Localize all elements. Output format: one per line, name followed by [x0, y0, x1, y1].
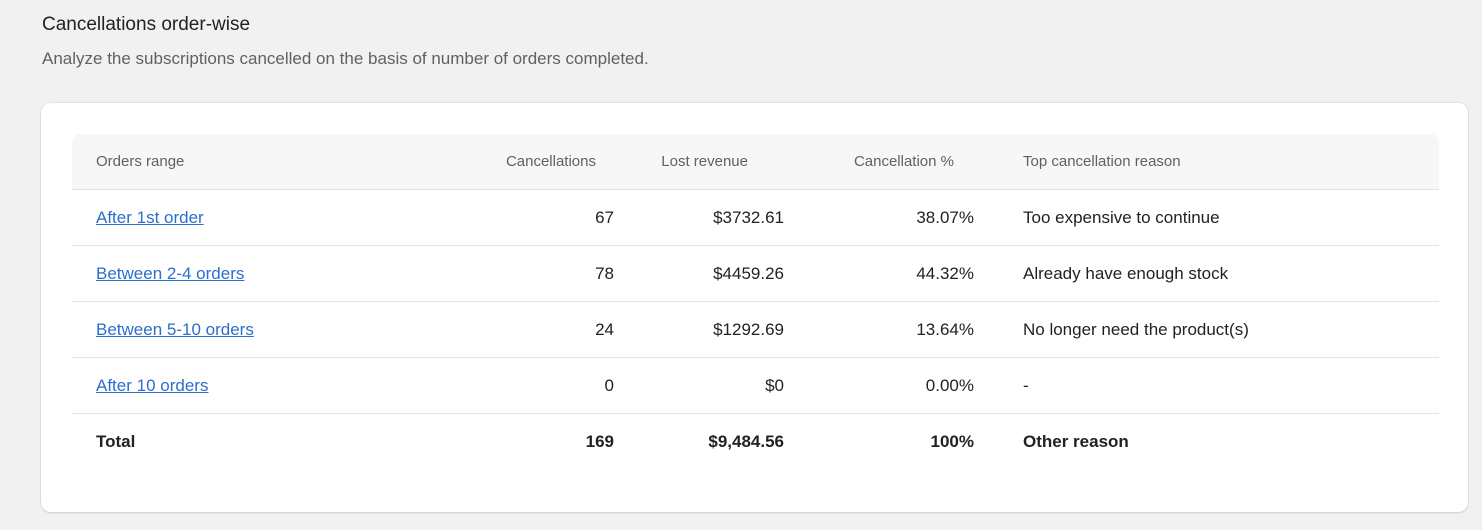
header-cancellation-pct: Cancellation %: [784, 134, 974, 190]
range-link-between-2-4-orders[interactable]: Between 2-4 orders: [96, 263, 245, 283]
table-row: Between 5-10 orders 24 $1292.69 13.64% N…: [72, 301, 1439, 358]
section-title: Cancellations order-wise: [42, 14, 251, 35]
top-reason-cell: Too expensive to continue: [974, 189, 1439, 246]
range-cell: After 10 orders: [72, 357, 462, 414]
header-row: Orders range Cancellations Lost revenue …: [72, 134, 1439, 190]
lost-revenue-cell: $3732.61: [614, 189, 784, 246]
header-top-reason: Top cancellation reason: [974, 134, 1439, 190]
range-cell: Between 5-10 orders: [72, 301, 462, 358]
header-orders-range: Orders range: [72, 134, 462, 190]
total-row: Total 169 $9,484.56 100% Other reason: [72, 414, 1439, 470]
top-reason-cell: Already have enough stock: [974, 245, 1439, 302]
table-row: After 10 orders 0 $0 0.00% -: [72, 357, 1439, 414]
section-description: Analyze the subscriptions cancelled on t…: [42, 49, 649, 68]
cancellations-cell: 78: [462, 245, 614, 302]
total-lost-revenue: $9,484.56: [708, 431, 784, 451]
range-link-after-1st-order[interactable]: After 1st order: [96, 207, 204, 227]
table-row: Between 2-4 orders 78 $4459.26 44.32% Al…: [72, 245, 1439, 302]
total-cancellations: 169: [585, 431, 614, 451]
table-body: After 1st order 67 $3732.61 38.07% Too e…: [72, 189, 1439, 470]
total-label: Total: [96, 431, 136, 451]
cancellations-cell: 24: [462, 301, 614, 358]
total-cancellation-pct: 100%: [930, 431, 974, 451]
cancellation-pct-cell: 38.07%: [784, 189, 974, 246]
range-link-between-5-10-orders[interactable]: Between 5-10 orders: [96, 319, 254, 339]
table-row: After 1st order 67 $3732.61 38.07% Too e…: [72, 189, 1439, 246]
top-reason-cell: No longer need the product(s): [974, 301, 1439, 358]
cancellations-cell: 0: [462, 357, 614, 414]
range-link-after-10-orders[interactable]: After 10 orders: [96, 375, 209, 395]
cancellations-card: Orders range Cancellations Lost revenue …: [41, 103, 1468, 512]
top-reason-cell: -: [974, 357, 1439, 414]
table-header: Orders range Cancellations Lost revenue …: [72, 134, 1439, 190]
header-lost-revenue: Lost revenue: [614, 134, 784, 190]
range-cell: Between 2-4 orders: [72, 245, 462, 302]
header-cancellations: Cancellations: [462, 134, 614, 190]
total-top-reason: Other reason: [1023, 431, 1129, 451]
range-cell: After 1st order: [72, 189, 462, 246]
cancellation-pct-cell: 44.32%: [784, 245, 974, 302]
lost-revenue-cell: $4459.26: [614, 245, 784, 302]
lost-revenue-cell: $0: [614, 357, 784, 414]
cancellations-cell: 67: [462, 189, 614, 246]
cancellation-pct-cell: 13.64%: [784, 301, 974, 358]
lost-revenue-cell: $1292.69: [614, 301, 784, 358]
cancellations-table: Orders range Cancellations Lost revenue …: [72, 134, 1439, 469]
cancellation-pct-cell: 0.00%: [784, 357, 974, 414]
